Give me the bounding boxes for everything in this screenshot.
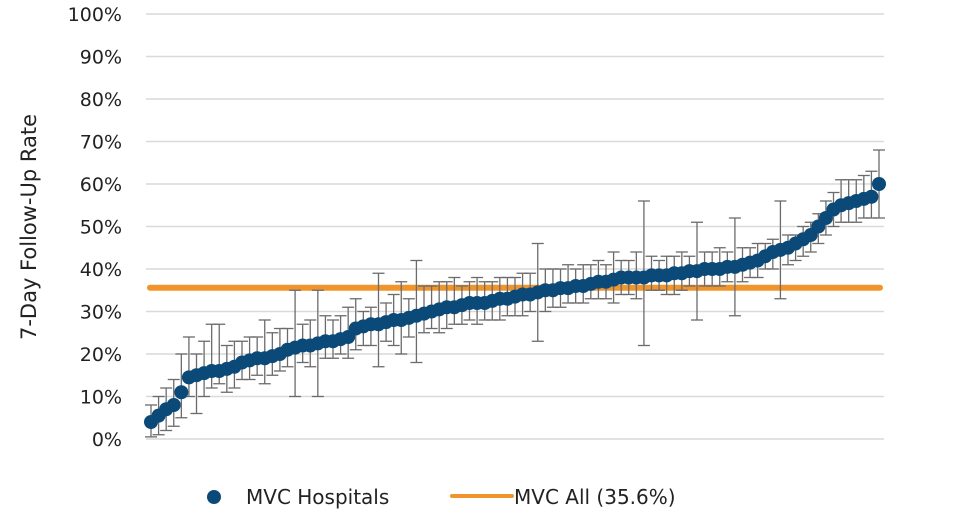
y-tick-label: 50% (80, 217, 122, 239)
y-tick-label: 20% (80, 344, 122, 366)
y-axis-ticks: 0% 10% 20% 30% 40% 50% 60% 70% 80% 90% 100% (68, 4, 122, 451)
y-tick-label: 90% (80, 47, 122, 69)
legend-label-hospitals: MVC Hospitals (246, 485, 389, 509)
data-point (166, 398, 181, 412)
data-point (872, 177, 886, 191)
error-bar (190, 353, 203, 415)
y-axis-title: 7-Day Follow-Up Rate (17, 114, 41, 340)
y-tick-label: 80% (80, 89, 122, 111)
legend: MVC Hospitals MVC All (35.6%) (207, 485, 676, 509)
y-tick-label: 70% (80, 132, 122, 154)
data-point (864, 189, 879, 204)
y-tick-label: 40% (80, 259, 122, 281)
data-points (144, 177, 886, 429)
y-tick-label: 60% (80, 174, 122, 196)
y-tick-label: 30% (80, 302, 122, 324)
y-tick-label: 10% (80, 387, 122, 409)
data-point (174, 385, 189, 400)
legend-marker-hospitals (207, 490, 221, 504)
legend-label-mvc-all: MVC All (35.6%) (514, 485, 676, 509)
y-tick-label: 100% (68, 4, 122, 26)
y-tick-label: 0% (92, 429, 122, 451)
